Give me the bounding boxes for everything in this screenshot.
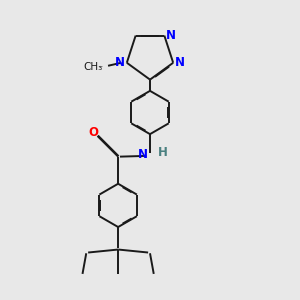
Text: N: N [115, 56, 125, 69]
Text: methyl: methyl [99, 66, 104, 67]
Text: N: N [166, 29, 176, 42]
Text: CH₃: CH₃ [83, 61, 102, 71]
Text: N: N [175, 56, 185, 69]
Text: N: N [138, 148, 148, 161]
Text: H: H [158, 146, 168, 159]
Text: O: O [89, 126, 99, 139]
